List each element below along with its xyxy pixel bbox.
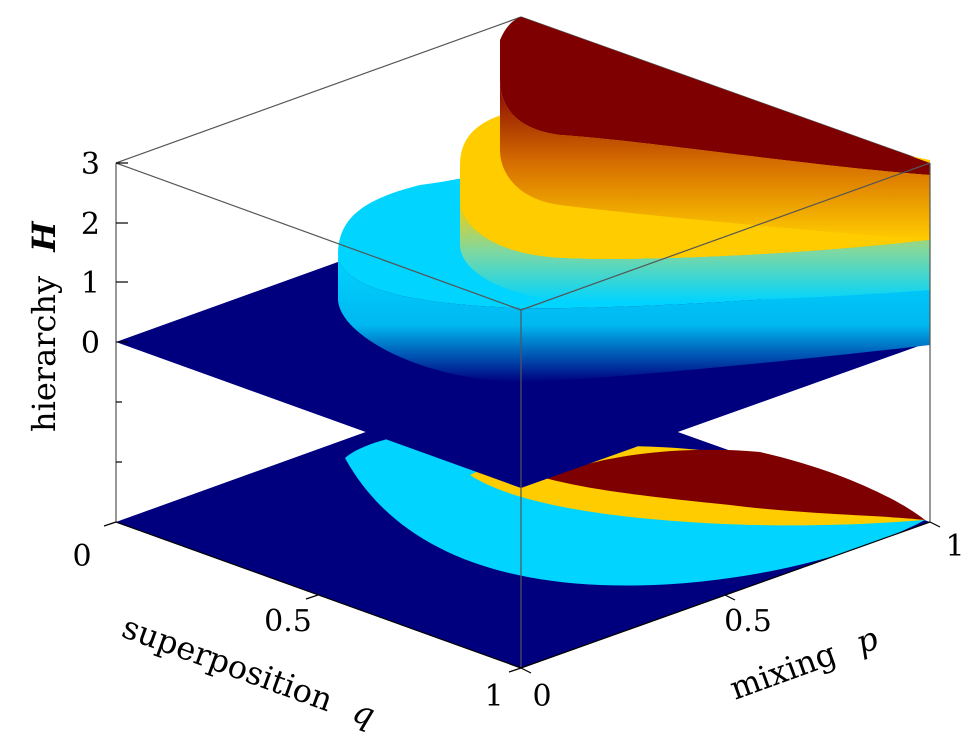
- z-tick-label-3: 3: [81, 147, 100, 182]
- z-axis-title: hierarchy H: [25, 220, 63, 432]
- floor-level-3: [545, 449, 925, 520]
- surface-3d: [116, 17, 930, 488]
- box-edge-front-top-right: [520, 162, 931, 311]
- box-edge-back-top: [115, 16, 522, 164]
- q-tick-label-0: 0: [72, 539, 91, 574]
- q-axis-symbol: q: [348, 692, 380, 735]
- p-tick-0: [520, 667, 532, 674]
- q-tick-0-5: [305, 594, 319, 600]
- p-axis-symbol: p: [851, 619, 883, 662]
- box-edge-front-top-left: [115, 162, 522, 311]
- q-tick-1: [508, 667, 522, 673]
- p-tick-label-0-5: 0.5: [724, 604, 772, 639]
- p-tick-0-5: [724, 594, 736, 601]
- q-axis-title: superposition q: [117, 608, 380, 735]
- p-axis-label: mixing: [725, 634, 841, 707]
- p-tick-label-1: 1: [945, 529, 964, 564]
- z-tick-label-1: 1: [81, 266, 100, 301]
- q-tick-label-0-5: 0.5: [264, 604, 312, 639]
- floor-edge-q: [115, 521, 522, 669]
- surface-level-3-top: [500, 17, 930, 175]
- z-axis-label: hierarchy: [25, 276, 63, 432]
- z-tick-label-0: 0: [81, 326, 100, 361]
- z-axis-symbol: H: [25, 220, 63, 253]
- p-tick-label-0: 0: [532, 679, 551, 714]
- z-tick-label-2: 2: [81, 207, 100, 242]
- p-tick-1: [929, 521, 941, 528]
- surface-level-2-wall: [460, 200, 930, 302]
- q-tick-0: [103, 521, 117, 527]
- q-tick-label-1: 1: [484, 679, 503, 714]
- surface-level-3-wall: [500, 80, 930, 240]
- z-axis: 3 2 1 0 hierarchy H: [25, 147, 128, 463]
- surface-level-1-wall: [338, 255, 930, 382]
